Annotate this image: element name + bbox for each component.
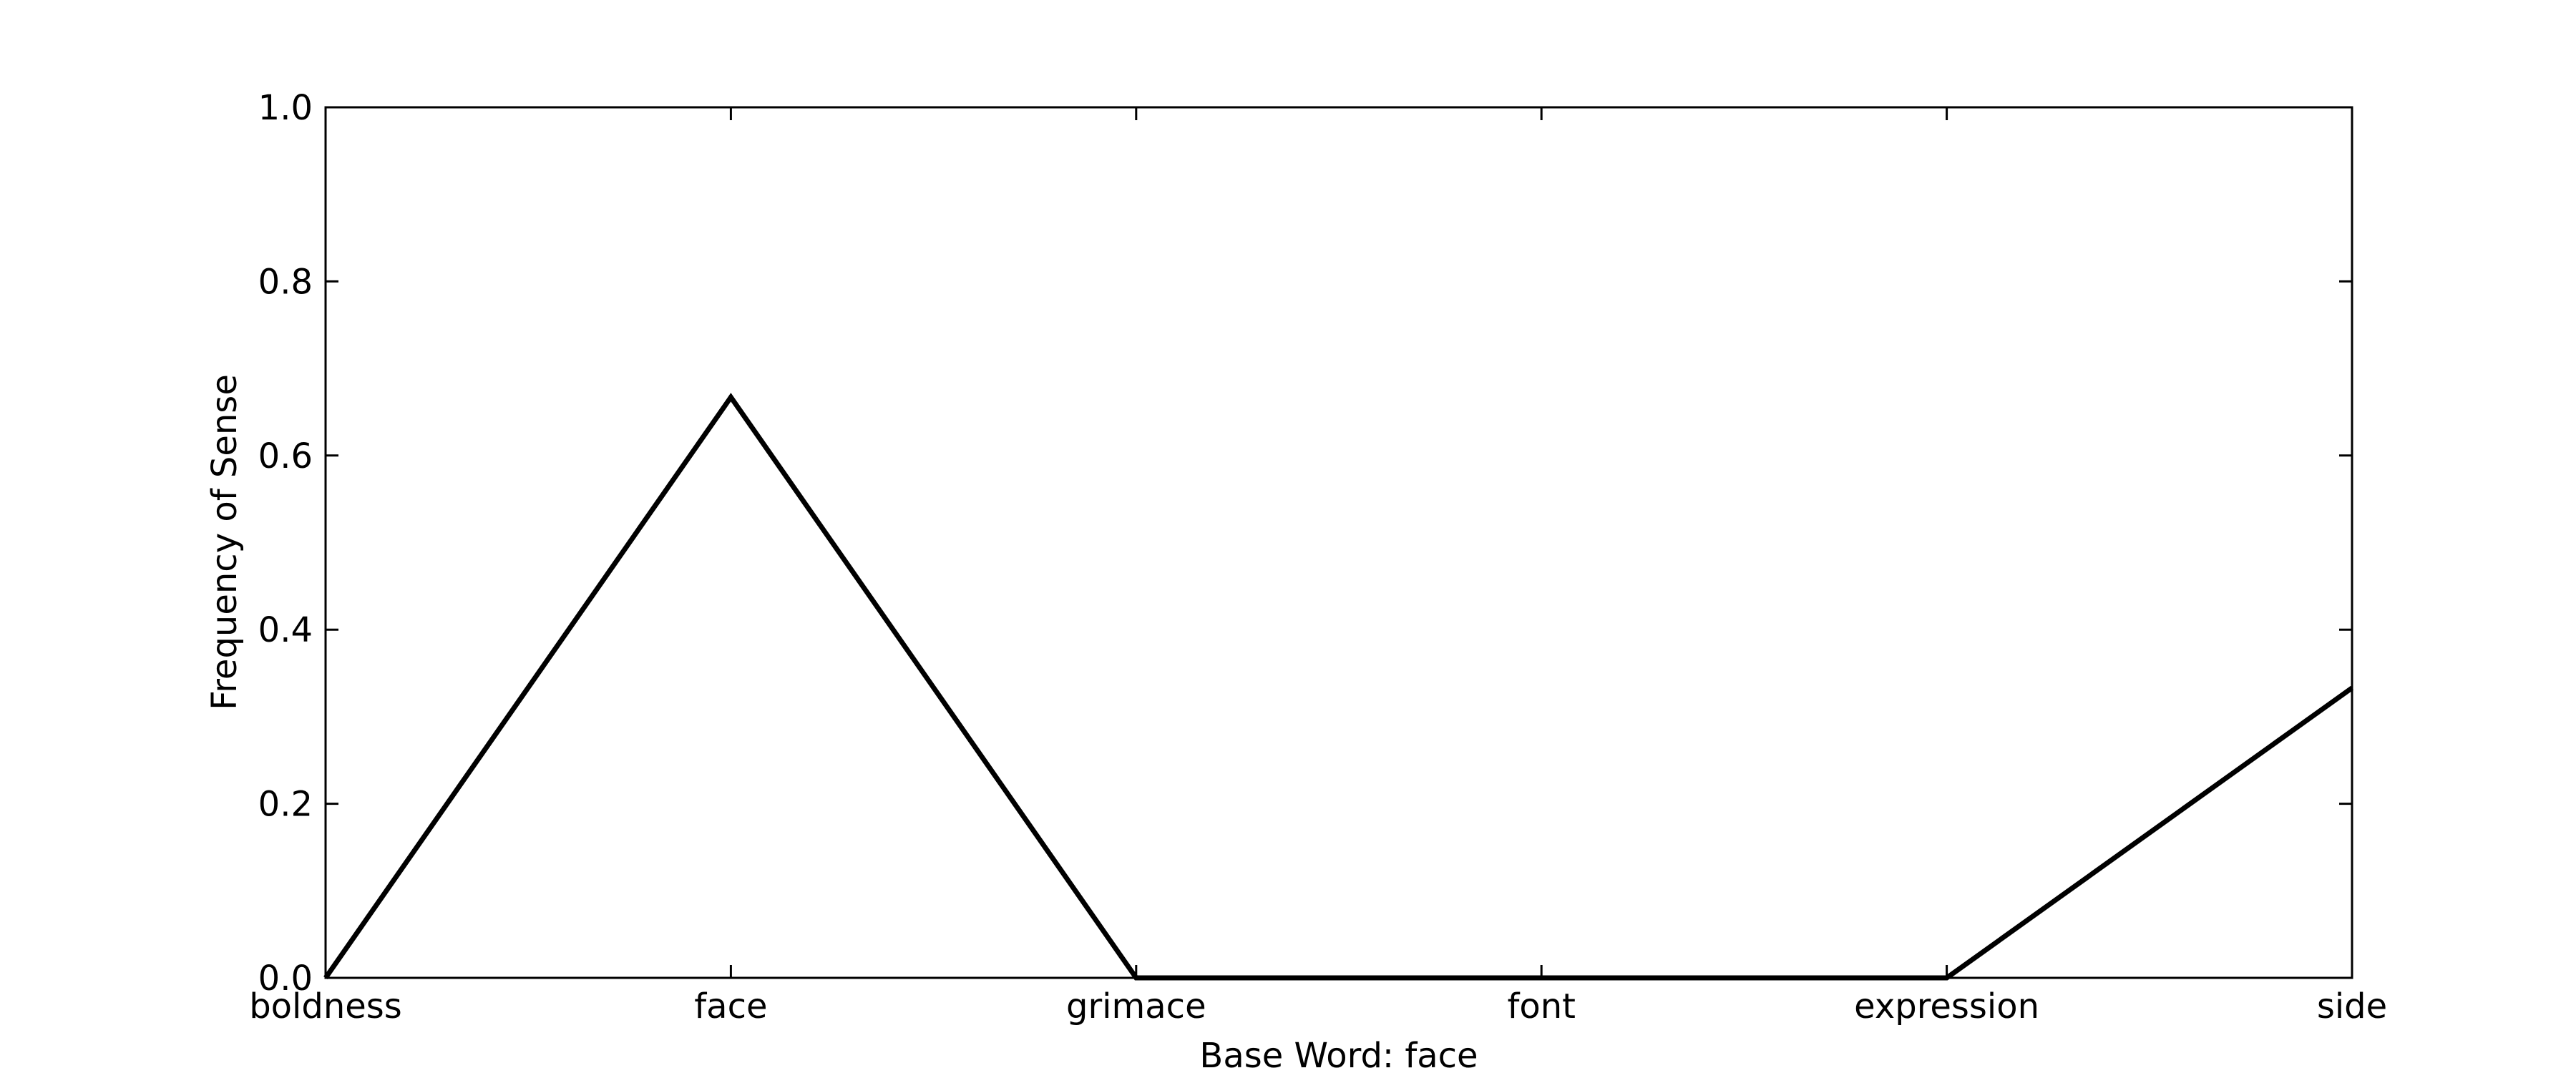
series-layer <box>323 393 2354 981</box>
y-tick-label: 0.8 <box>258 262 313 302</box>
y-tick-label: 0.4 <box>258 610 313 650</box>
x-tick-label: boldness <box>249 986 402 1027</box>
x-tick-label: font <box>1507 986 1576 1027</box>
x-tick-label: grimace <box>1066 986 1206 1027</box>
y-tick-label: 0.0 <box>258 959 313 999</box>
y-tick-label: 0.6 <box>258 436 313 476</box>
x-axis-label: Base Word: face <box>1199 1036 1478 1073</box>
y-axis-ticks: 0.0 0.2 0.4 0.6 0.8 1.0 <box>258 88 2352 999</box>
x-axis-ticks: boldness face grimace font expression side <box>249 107 2387 1027</box>
y-axis-label: Frequency of Sense <box>205 374 245 710</box>
y-tick-label: 0.2 <box>258 785 313 825</box>
y-tick-label: 1.0 <box>258 88 313 128</box>
x-tick-label: side <box>2317 986 2387 1027</box>
x-tick-label: face <box>694 986 767 1027</box>
series-line <box>323 393 2354 981</box>
plot-area <box>324 106 2353 979</box>
x-tick-label: expression <box>1854 986 2039 1027</box>
